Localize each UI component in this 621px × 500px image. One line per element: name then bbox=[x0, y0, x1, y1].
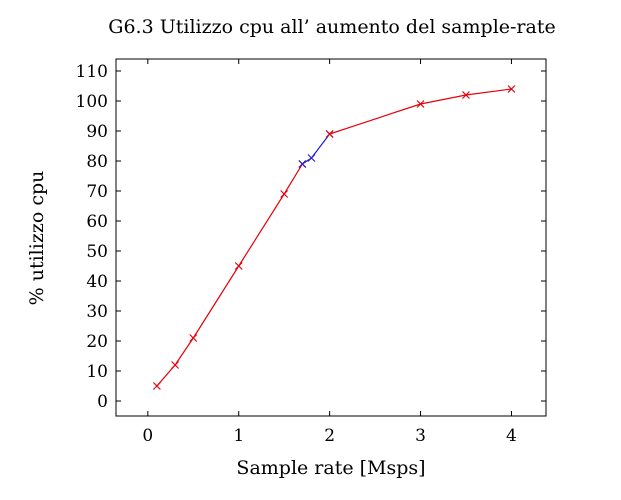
data-point-0-3 bbox=[234, 262, 243, 270]
x-tick-label-4: 4 bbox=[506, 426, 517, 446]
series-layer bbox=[152, 85, 516, 390]
data-point-0-4 bbox=[280, 190, 289, 198]
data-point-1-1 bbox=[307, 154, 316, 162]
data-point-2-1 bbox=[416, 100, 425, 108]
x-tick-label-1: 1 bbox=[233, 426, 244, 446]
data-point-0-0 bbox=[152, 382, 161, 390]
y-tick-label-6: 60 bbox=[86, 212, 108, 232]
data-point-2-0 bbox=[325, 130, 334, 138]
series-1-line bbox=[302, 133, 331, 165]
y-tick-label-11: 110 bbox=[76, 62, 108, 82]
data-point-0-1 bbox=[171, 361, 180, 369]
y-tick-label-7: 70 bbox=[86, 182, 108, 202]
x-tick-label-0: 0 bbox=[142, 426, 153, 446]
y-axis-label: % utilizzo cpu bbox=[26, 171, 48, 306]
y-tick-label-1: 10 bbox=[86, 362, 108, 382]
y-tick-label-9: 90 bbox=[86, 122, 108, 142]
data-point-1-0 bbox=[298, 160, 307, 168]
y-tick-label-5: 50 bbox=[86, 242, 108, 262]
plot-frame bbox=[115, 58, 547, 417]
chart-title: G6.3 Utilizzo cpu all’ aumento del sampl… bbox=[108, 16, 555, 38]
data-point-0-2 bbox=[189, 334, 198, 342]
y-tick-label-0: 0 bbox=[97, 392, 108, 412]
series-0 bbox=[152, 160, 307, 390]
data-point-2-3 bbox=[507, 85, 516, 93]
x-axis-label: Sample rate [Msps] bbox=[236, 457, 425, 479]
series-2 bbox=[325, 85, 516, 138]
series-2-line bbox=[329, 88, 512, 135]
y-tick-label-3: 30 bbox=[86, 302, 108, 322]
y-tick-label-2: 20 bbox=[86, 332, 108, 352]
x-tick-label-2: 2 bbox=[324, 426, 335, 446]
data-point-2-2 bbox=[462, 91, 470, 99]
x-tick-label-3: 3 bbox=[415, 426, 426, 446]
y-tick-label-4: 40 bbox=[86, 272, 108, 292]
y-tick-label-10: 100 bbox=[76, 92, 108, 112]
y-tick-label-8: 80 bbox=[86, 152, 108, 172]
